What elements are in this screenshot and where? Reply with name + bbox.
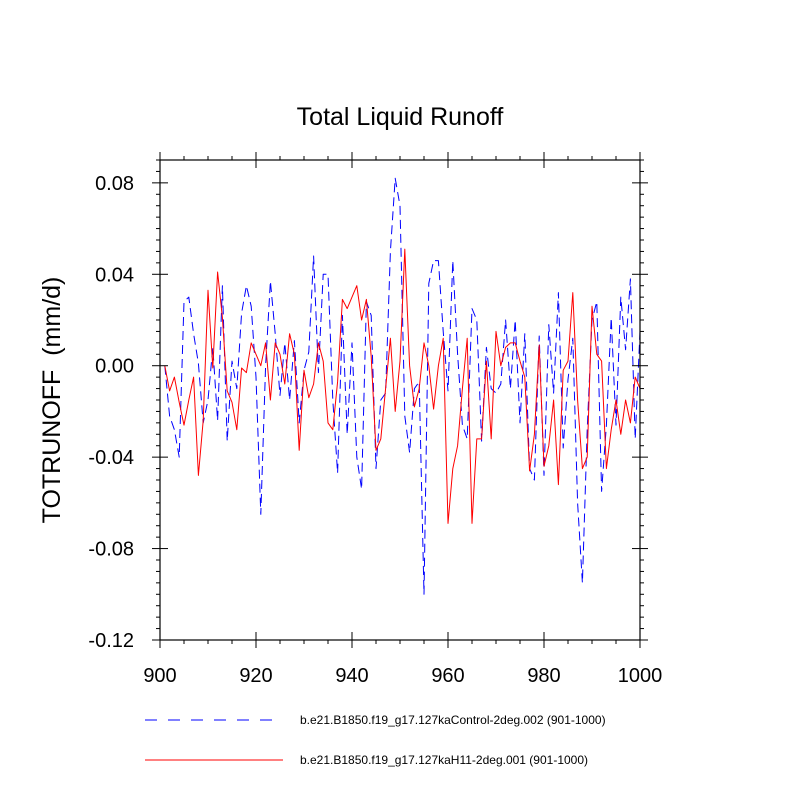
- y-tick-label: 0.00: [95, 356, 134, 378]
- y-tick-label: -0.08: [88, 539, 134, 561]
- x-tick-label: 1000: [618, 665, 663, 687]
- chart-title: Total Liquid Runoff: [297, 103, 504, 131]
- y-tick-label: 0.08: [95, 173, 134, 195]
- plot-frame: [159, 159, 641, 641]
- x-tick-label: 980: [527, 665, 560, 687]
- y-axis-tick-labels: -0.12 -0.08 -0.04 0.00 0.04 0.08: [88, 173, 134, 652]
- plot-lines: [164, 177, 641, 595]
- series-line-1: [164, 177, 641, 595]
- y-axis-label: TOTRUNOFF (mm/d): [38, 277, 66, 524]
- x-tick-label: 920: [239, 665, 272, 687]
- axis-ticks: [152, 152, 648, 648]
- legend-label-2: b.e21.B1850.f19_g17.127kaH11-2deg.001 (9…: [300, 753, 588, 767]
- legend: b.e21.B1850.f19_g17.127kaControl-2deg.00…: [145, 713, 606, 767]
- y-tick-label: -0.04: [88, 447, 134, 469]
- series-line-2: [164, 248, 641, 524]
- x-tick-label: 900: [143, 665, 176, 687]
- y-tick-label: 0.04: [95, 264, 134, 286]
- legend-label-1: b.e21.B1850.f19_g17.127kaControl-2deg.00…: [300, 713, 606, 727]
- x-axis-tick-labels: 900 920 940 960 980 1000: [143, 665, 662, 687]
- x-tick-label: 940: [335, 665, 368, 687]
- x-tick-label: 960: [431, 665, 464, 687]
- y-tick-label: -0.12: [88, 630, 134, 652]
